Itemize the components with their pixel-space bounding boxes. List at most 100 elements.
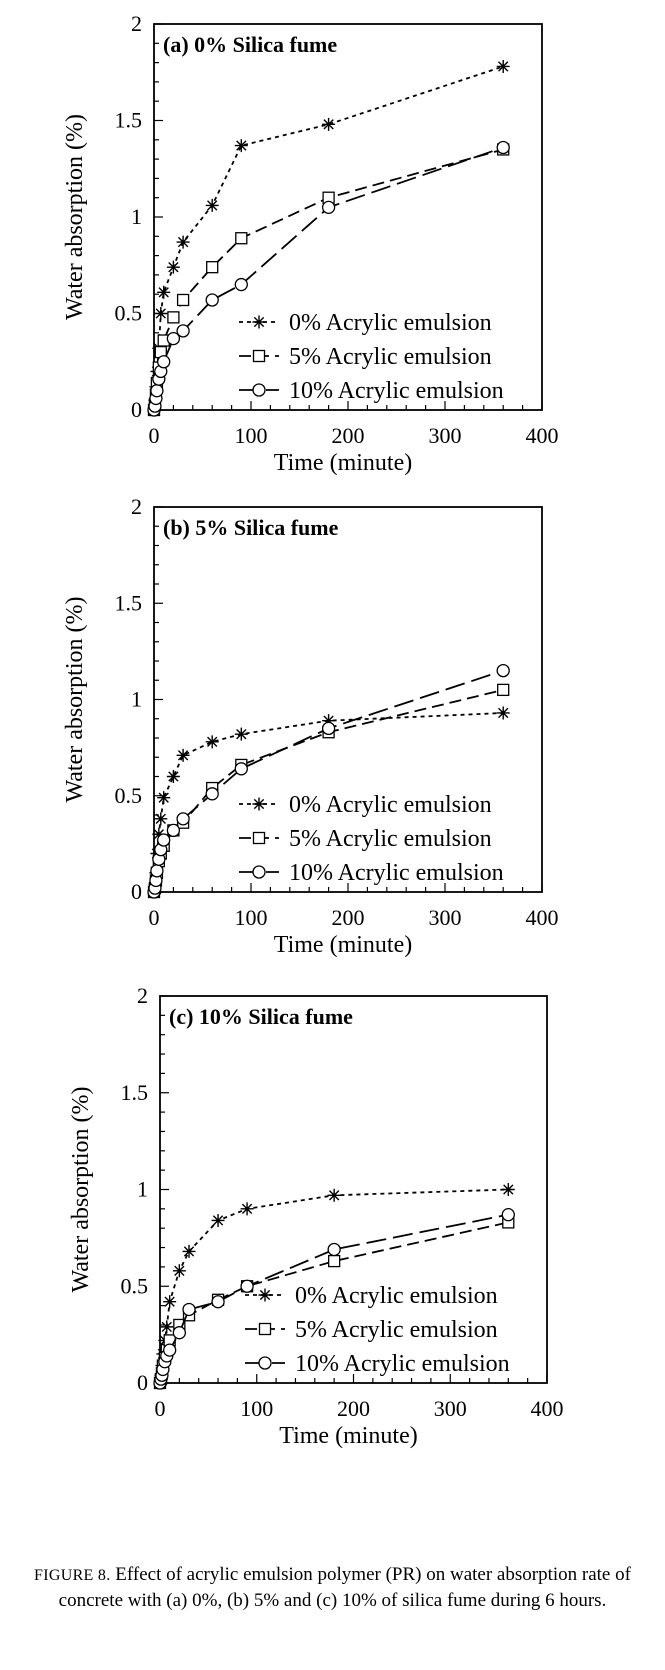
circle-marker-9 xyxy=(211,1295,225,1309)
y-axis-title: Water absorption (%) xyxy=(62,597,88,803)
panel-title: (c) 10% Silica fume xyxy=(169,1004,353,1029)
x-tick-label: 100 xyxy=(235,905,268,930)
y-tick-label: 0.5 xyxy=(115,783,143,808)
asterisk-marker-6 xyxy=(157,285,171,299)
circle-marker-legend xyxy=(252,383,266,397)
x-tick-label: 0 xyxy=(149,423,160,448)
series-3 xyxy=(147,140,510,417)
x-tick-label: 100 xyxy=(240,1396,273,1421)
y-tick-label: 0.5 xyxy=(115,301,143,326)
x-axis-title: Time (minute) xyxy=(274,932,412,958)
legend-entry: 5% Acrylic emulsion xyxy=(295,1317,498,1343)
circle-marker-10 xyxy=(234,762,248,776)
x-tick-label: 300 xyxy=(429,423,462,448)
circle-marker-11 xyxy=(321,721,336,736)
caption-figure-number: FIGURE 8. xyxy=(34,1567,111,1584)
legend: 0% Acrylic emulsion 5% Acrylic emulsion 10… xyxy=(239,310,504,404)
x-tick-label: 200 xyxy=(332,905,365,930)
series-3 xyxy=(147,663,510,899)
circle-marker-8 xyxy=(176,324,190,338)
asterisk-marker-6 xyxy=(157,791,171,805)
series-line xyxy=(153,148,504,411)
legend-entry: 0% Acrylic emulsion xyxy=(295,1283,498,1309)
y-axis-title: Water absorption (%) xyxy=(62,114,88,320)
caption-text: Effect of acrylic emulsion polymer (PR) … xyxy=(58,1564,631,1611)
circle-marker-9 xyxy=(205,293,219,307)
circle-marker-3 xyxy=(150,864,164,878)
asterisk-marker-4 xyxy=(152,827,166,841)
x-tick-label: 400 xyxy=(526,905,559,930)
circle-marker-10 xyxy=(234,277,248,292)
asterisk-marker-11 xyxy=(322,714,336,728)
circle-marker-11 xyxy=(327,1242,341,1257)
asterisk-marker-5 xyxy=(160,1320,174,1334)
figure-caption: FIGURE 8. Effect of acrylic emulsion pol… xyxy=(10,1562,655,1613)
x-tick-label: 0 xyxy=(155,1396,166,1421)
square-marker-12 xyxy=(497,683,510,697)
x-tick-label: 400 xyxy=(526,423,559,448)
asterisk-marker-9 xyxy=(205,735,219,749)
x-tick-label: 0 xyxy=(149,905,160,930)
circle-marker-3 xyxy=(150,384,164,398)
asterisk-marker-9 xyxy=(205,198,219,212)
asterisk-marker-legend xyxy=(252,315,266,329)
asterisk-marker-7 xyxy=(172,1264,186,1278)
circle-marker-8 xyxy=(182,1302,196,1317)
circle-marker-6 xyxy=(163,1343,177,1357)
square-marker-8 xyxy=(176,293,190,307)
series-2 xyxy=(147,143,510,417)
legend: 0% Acrylic emulsion 5% Acrylic emulsion 10… xyxy=(245,1283,510,1377)
legend-entry: 5% Acrylic emulsion xyxy=(289,344,492,370)
x-axis-title: Time (minute) xyxy=(279,1423,417,1449)
panel-title: (b) 5% Silica fume xyxy=(163,515,339,540)
y-tick-label: 2 xyxy=(131,494,142,519)
asterisk-marker-7 xyxy=(166,770,180,783)
asterisk-marker-8 xyxy=(176,748,190,762)
circle-marker-6 xyxy=(157,355,171,369)
asterisk-marker-10 xyxy=(240,1202,254,1216)
legend-entry: 5% Acrylic emulsion xyxy=(289,826,492,852)
y-tick-label: 1.5 xyxy=(121,1080,149,1105)
circle-marker-12 xyxy=(496,140,510,155)
circle-marker-6 xyxy=(157,833,171,847)
asterisk-marker-12 xyxy=(496,706,510,720)
asterisk-marker-12 xyxy=(501,1183,515,1196)
y-tick-label: 1 xyxy=(131,204,142,229)
legend-entry: 0% Acrylic emulsion xyxy=(289,310,492,336)
circle-marker-7 xyxy=(166,823,181,838)
y-tick-label: 1.5 xyxy=(115,108,143,133)
asterisk-marker-12 xyxy=(496,59,510,73)
x-axis-title: Time (minute) xyxy=(274,450,412,476)
panel-title: (a) 0% Silica fume xyxy=(163,32,337,57)
asterisk-marker-6 xyxy=(163,1295,177,1309)
circle-marker-8 xyxy=(176,812,190,826)
square-marker-10 xyxy=(235,232,248,245)
asterisk-marker-8 xyxy=(182,1244,196,1258)
asterisk-marker-legend xyxy=(252,797,266,811)
legend-entry: 10% Acrylic emulsion xyxy=(289,860,504,886)
chart-panel-1: 0 0.5 1 1.5 2 0 100 200 300 400 Time (minute) Water… xyxy=(62,11,559,476)
circle-marker-12 xyxy=(496,663,510,678)
circle-marker-7 xyxy=(172,1326,187,1340)
y-tick-label: 2 xyxy=(131,11,142,36)
x-tick-label: 200 xyxy=(337,1396,370,1421)
square-marker-9 xyxy=(206,261,219,274)
y-tick-label: 1.5 xyxy=(115,590,143,615)
chart-panel-3: 0 0.5 1 1.5 2 0 100 200 300 400 Time (minute) Water… xyxy=(68,983,564,1449)
x-tick-label: 100 xyxy=(235,423,268,448)
y-tick-label: 1 xyxy=(131,687,142,712)
chart-panel-2: 0 0.5 1 1.5 2 0 100 200 300 400 Time (minute) Water… xyxy=(62,494,559,958)
asterisk-marker-7 xyxy=(166,260,180,274)
square-marker-legend xyxy=(252,349,266,363)
y-axis-title: Water absorption (%) xyxy=(68,1087,94,1293)
circle-marker-12 xyxy=(501,1208,515,1222)
x-tick-label: 400 xyxy=(531,1396,564,1421)
y-tick-label: 0 xyxy=(131,397,142,422)
square-marker-11 xyxy=(327,1254,341,1268)
y-tick-label: 0 xyxy=(137,1370,148,1395)
asterisk-marker-8 xyxy=(176,235,190,249)
circle-marker-7 xyxy=(166,331,181,346)
y-tick-label: 0 xyxy=(131,879,142,904)
asterisk-marker-9 xyxy=(211,1213,225,1227)
